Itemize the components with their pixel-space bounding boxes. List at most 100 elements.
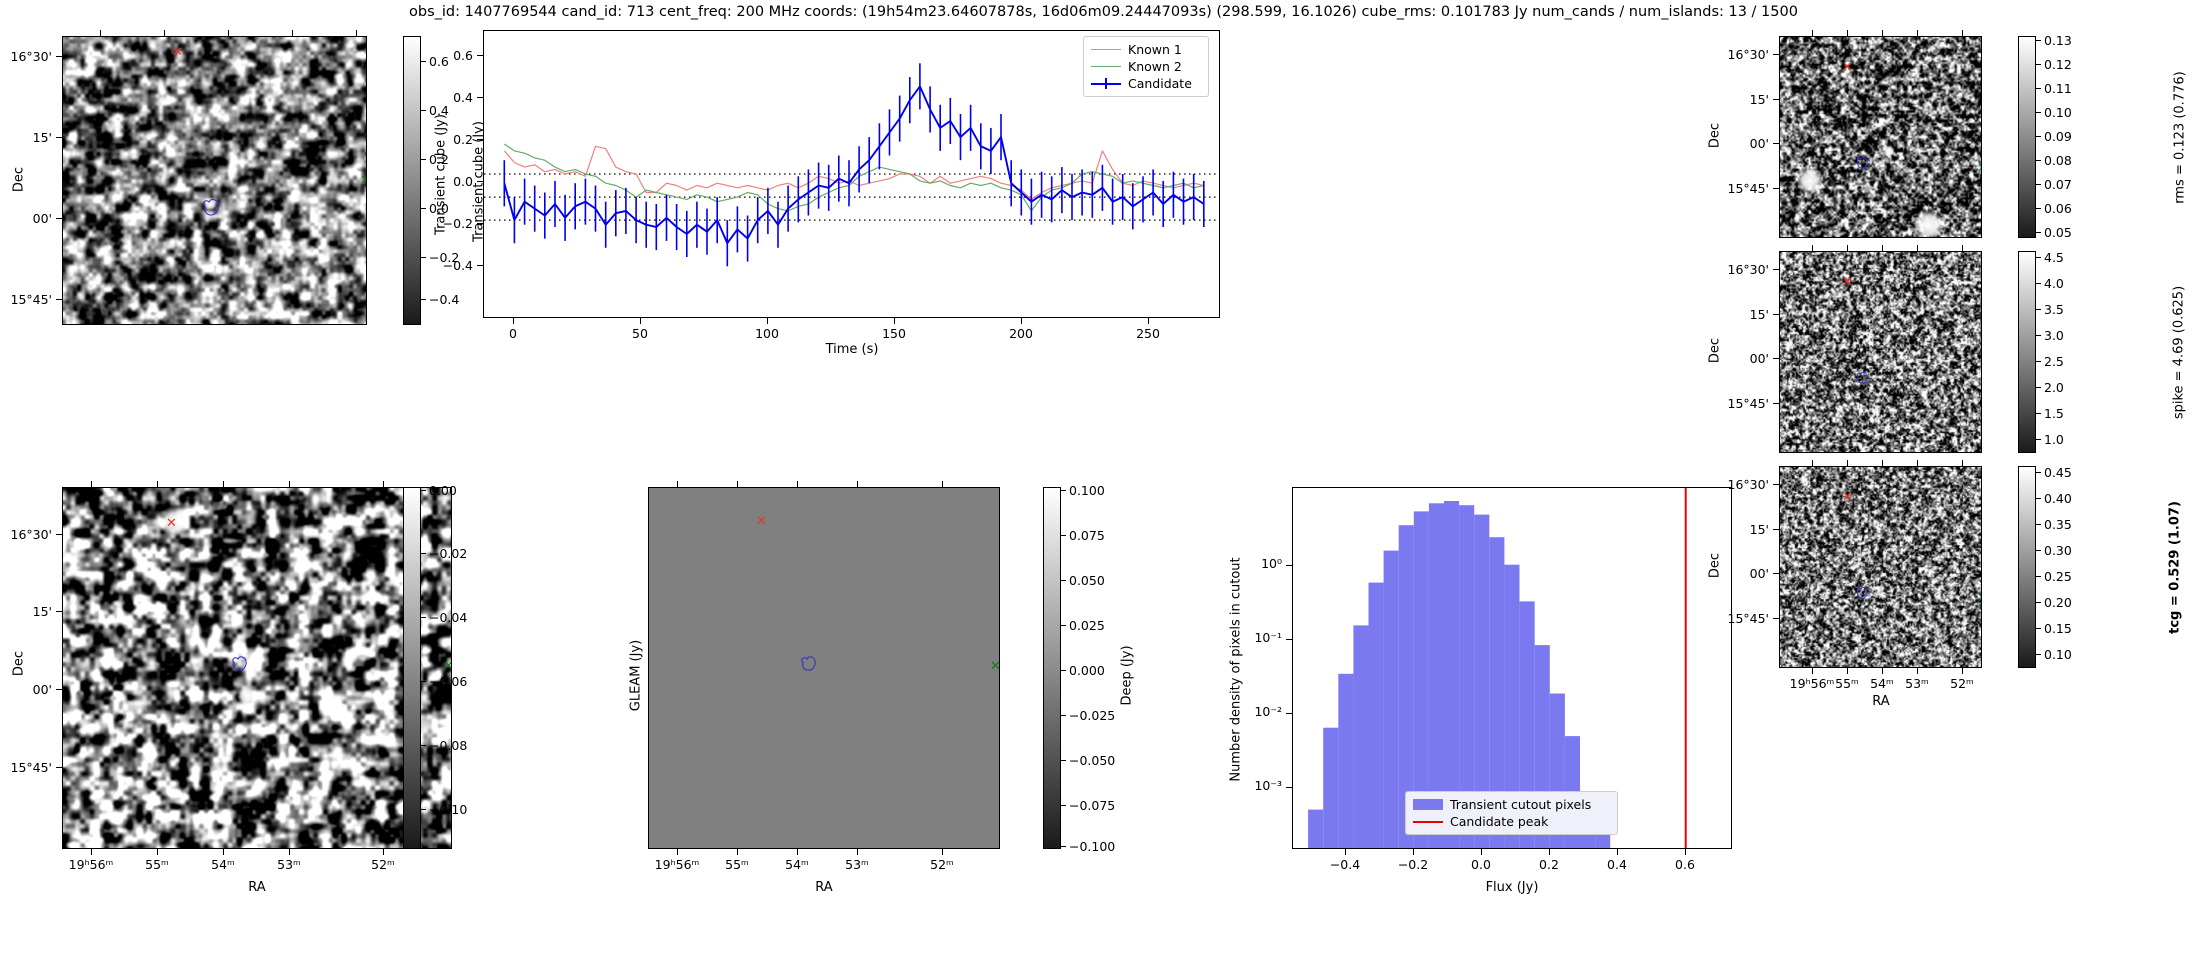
lc-ytick-5: 0.6 <box>453 48 473 63</box>
lc-ytick-1: −0.2 <box>442 216 473 231</box>
tcg-cb-tick-4: 0.25 <box>2044 569 2072 584</box>
deep-xtick-2: 54ᵐ <box>785 857 809 872</box>
deep-known-source-1-marker: ✕ <box>756 514 767 529</box>
cube-ytick-3: 15°45' <box>10 292 53 307</box>
spike-known-source-1-marker: ✕ <box>1842 275 1853 290</box>
hist-ytick-2: 10⁻² <box>1254 704 1282 719</box>
hist-xtick-5: 0.6 <box>1675 857 1695 872</box>
deep-candidate-island-contour <box>801 656 816 671</box>
lightcurve-legend: Known 1 Known 2 Candidate <box>1083 36 1209 97</box>
cube-ylabel: Dec <box>11 166 27 193</box>
histogram-plot-area <box>1308 488 1687 848</box>
gleam-colorbar <box>403 487 421 849</box>
legend-label-known1: Known 1 <box>1128 42 1182 57</box>
spike-cb-tick-3: 3.0 <box>2044 328 2064 343</box>
tcg-ylabel: Dec <box>1707 552 1723 579</box>
tcg-xtick-1: 55ᵐ <box>1835 676 1859 691</box>
known2-line-icon <box>1091 66 1121 67</box>
gleam-cb-tick-1: −0.02 <box>429 546 468 561</box>
panel-transient-cube[interactable]: ✕ ✕ <box>62 36 367 325</box>
rms-ytick-0: 16°30' <box>1727 47 1770 62</box>
gleam-image <box>63 488 451 848</box>
transient-cube-colorbar <box>403 36 421 325</box>
tcg-ytick-1: 15' <box>1749 522 1769 537</box>
spike-cb-tick-7: 1.0 <box>2044 432 2064 447</box>
gleam-cb-tick-3: −0.06 <box>429 674 468 689</box>
spike-ytick-2: 00' <box>1749 351 1769 366</box>
lc-ytick-0: −0.4 <box>442 258 473 273</box>
gleam-cb-label: GLEAM (Jy) <box>628 639 644 712</box>
hist-ytick-1: 10⁻¹ <box>1254 630 1282 645</box>
lc-xtick-3: 150 <box>882 326 906 341</box>
panel-flux-histogram[interactable] <box>1292 487 1732 849</box>
panel-gleam[interactable]: ✕ ✕ <box>62 487 452 849</box>
tcg-xtick-2: 54ᵐ <box>1870 676 1894 691</box>
known1-line-icon <box>1091 49 1121 50</box>
tcg-xlabel: RA <box>1872 694 1890 709</box>
deep-colorbar <box>1043 487 1061 849</box>
deep-xlabel: RA <box>815 880 833 895</box>
deep-xtick-3: 53ᵐ <box>845 857 869 872</box>
hist-xtick-4: 0.4 <box>1607 857 1627 872</box>
tcg-cb-tick-3: 0.30 <box>2044 543 2072 558</box>
lc-xtick-0: 0 <box>509 326 517 341</box>
cube-ytick-0: 16°30' <box>10 49 53 64</box>
lc-xtick-1: 50 <box>632 326 648 341</box>
cube-cb-tick-0: 0.6 <box>429 54 449 69</box>
tcg-cb-tick-7: 0.10 <box>2044 647 2072 662</box>
gleam-ytick-0: 16°30' <box>10 527 53 542</box>
transient-cube-image <box>63 37 366 324</box>
gleam-cb-tick-4: −0.08 <box>429 738 468 753</box>
rms-image <box>1780 37 1981 237</box>
rms-cb-tick-3: 0.10 <box>2044 105 2072 120</box>
legend-label-candidate-peak: Candidate peak <box>1450 814 1549 829</box>
rms-cb-tick-8: 0.05 <box>2044 225 2072 240</box>
hist-xtick-1: −0.2 <box>1397 857 1429 872</box>
tcg-colorbar <box>2018 466 2036 668</box>
deep-cb-tick-6: −0.050 <box>1069 753 1116 768</box>
gleam-xtick-0: 19ʰ56ᵐ <box>68 857 114 872</box>
deep-cb-tick-2: 0.050 <box>1069 573 1105 588</box>
cube-cb-tick-4: −0.2 <box>429 250 460 265</box>
rms-cb-label: rms = 0.123 (0.776) <box>2172 71 2188 204</box>
gleam-xtick-1: 55ᵐ <box>145 857 169 872</box>
gleam-ytick-2: 00' <box>32 682 52 697</box>
tcg-candidate-island-contour <box>1856 586 1868 599</box>
gleam-ylabel: Dec <box>11 650 27 677</box>
legend-row-known2: Known 2 <box>1091 58 1201 75</box>
spike-cb-tick-0: 4.5 <box>2044 250 2064 265</box>
gleam-known-source-2-marker: ✕ <box>443 660 451 673</box>
rms-known-source-2-marker: ✕ <box>1977 162 1981 175</box>
legend-row-cutout-pixels: Transient cutout pixels <box>1413 796 1610 813</box>
rms-cb-tick-5: 0.08 <box>2044 153 2072 168</box>
tcg-cb-tick-1: 0.40 <box>2044 491 2072 506</box>
rms-colorbar <box>2018 36 2036 238</box>
lc-xtick-5: 250 <box>1136 326 1160 341</box>
spike-ylabel: Dec <box>1707 337 1723 364</box>
spike-cb-tick-2: 3.5 <box>2044 302 2064 317</box>
spike-image <box>1780 252 1981 452</box>
hist-ytick-3: 10⁻³ <box>1254 778 1282 793</box>
deep-cb-tick-5: −0.025 <box>1069 708 1116 723</box>
panel-deep[interactable]: ✕ ✕ <box>648 487 1000 849</box>
tcg-xtick-3: 53ᵐ <box>1905 676 1929 691</box>
panel-rms[interactable]: ✕ ✕ <box>1779 36 1982 238</box>
panel-tcg[interactable]: ✕ ✕ <box>1779 466 1982 668</box>
panel-spike[interactable]: ✕ ✕ <box>1779 251 1982 453</box>
deep-cb-tick-7: −0.075 <box>1069 798 1116 813</box>
cutout-pixels-swatch-icon <box>1413 799 1443 810</box>
candidate-errorbar-icon <box>1091 78 1121 89</box>
rms-cb-tick-1: 0.12 <box>2044 57 2072 72</box>
deep-cb-label: Deep (Jy) <box>1119 645 1135 706</box>
hist-xlabel: Flux (Jy) <box>1485 880 1539 895</box>
tcg-ytick-2: 00' <box>1749 566 1769 581</box>
lc-ytick-3: 0.2 <box>453 132 473 147</box>
tcg-xtick-0: 19ʰ56ᵐ <box>1789 676 1835 691</box>
gleam-xtick-4: 52ᵐ <box>371 857 395 872</box>
page-title: obs_id: 1407769544 cand_id: 713 cent_fre… <box>409 4 1798 20</box>
rms-ytick-2: 00' <box>1749 136 1769 151</box>
gleam-candidate-island-contour <box>232 656 247 671</box>
deep-xtick-4: 52ᵐ <box>930 857 954 872</box>
deep-cb-tick-4: 0.000 <box>1069 663 1105 678</box>
gleam-cb-tick-0: 0.00 <box>429 483 457 498</box>
